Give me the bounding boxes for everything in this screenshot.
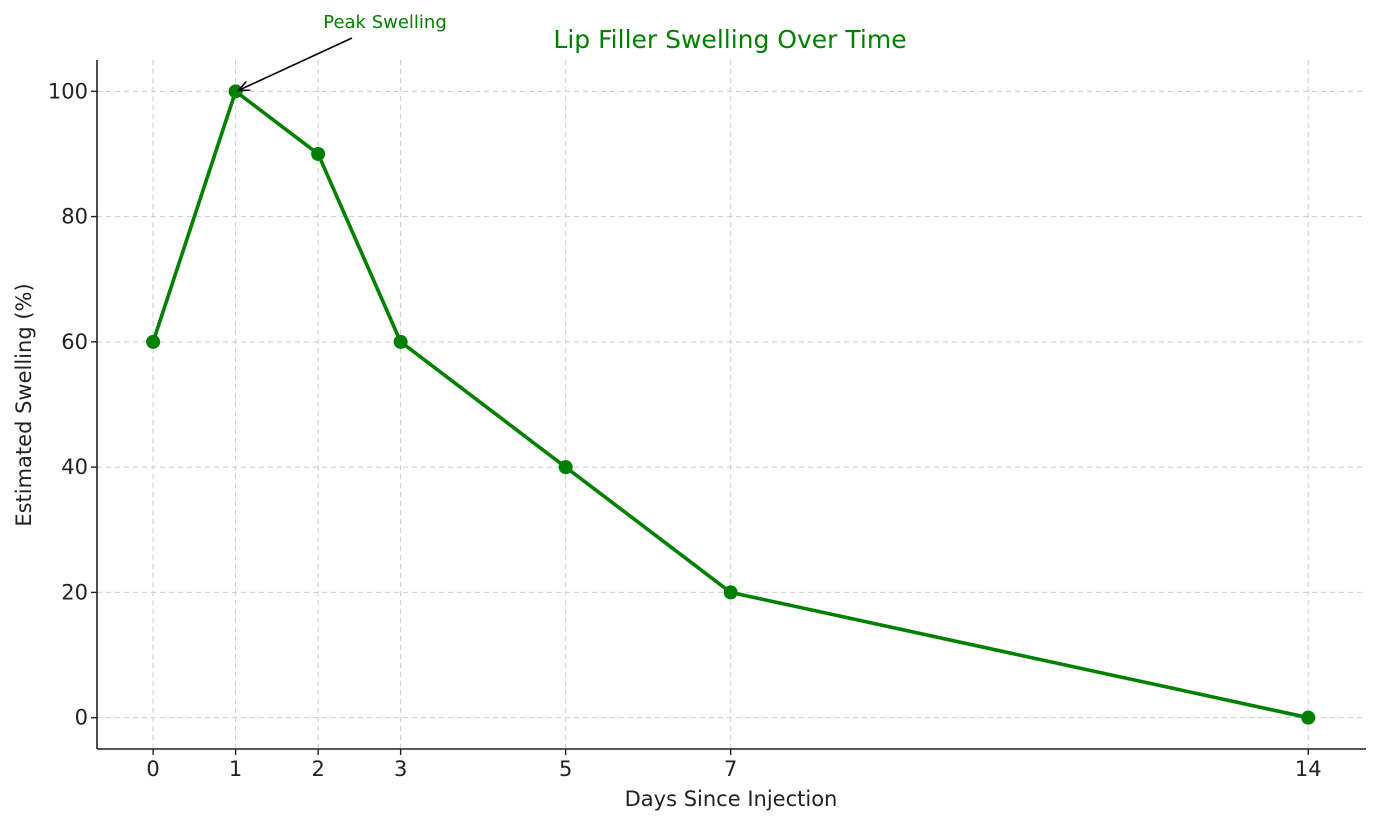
x-tick-label: 14 bbox=[1295, 757, 1322, 781]
data-point bbox=[146, 334, 161, 349]
data-point bbox=[311, 146, 326, 161]
x-axis-label: Days Since Injection bbox=[625, 787, 838, 811]
data-point bbox=[228, 84, 243, 99]
data-point bbox=[723, 585, 738, 600]
data-point bbox=[1301, 710, 1316, 725]
y-tick-label: 80 bbox=[61, 205, 88, 229]
annotations: Peak Swelling bbox=[239, 12, 447, 90]
y-tick-label: 100 bbox=[48, 79, 88, 103]
x-tick-label: 3 bbox=[394, 757, 407, 781]
y-tick-label: 60 bbox=[61, 330, 88, 354]
y-axis-label: Estimated Swelling (%) bbox=[12, 283, 36, 526]
x-tick-label: 0 bbox=[146, 757, 159, 781]
y-tick-label: 40 bbox=[61, 455, 88, 479]
series bbox=[146, 84, 1316, 725]
axes: 0 1 2 3 5 7 14 0 20 40 60 80 100 bbox=[48, 60, 1366, 781]
y-tick-label: 0 bbox=[75, 706, 88, 730]
data-point bbox=[558, 460, 573, 475]
annotation-arrow bbox=[239, 37, 353, 90]
annotation-label: Peak Swelling bbox=[323, 12, 447, 33]
x-tick-label: 1 bbox=[229, 757, 242, 781]
y-tick-label: 20 bbox=[61, 580, 88, 604]
data-point bbox=[393, 334, 408, 349]
x-tick-label: 2 bbox=[311, 757, 324, 781]
grid bbox=[97, 60, 1366, 749]
x-tick-label: 7 bbox=[724, 757, 737, 781]
x-tick-label: 5 bbox=[559, 757, 572, 781]
chart-title: Lip Filler Swelling Over Time bbox=[553, 25, 906, 54]
